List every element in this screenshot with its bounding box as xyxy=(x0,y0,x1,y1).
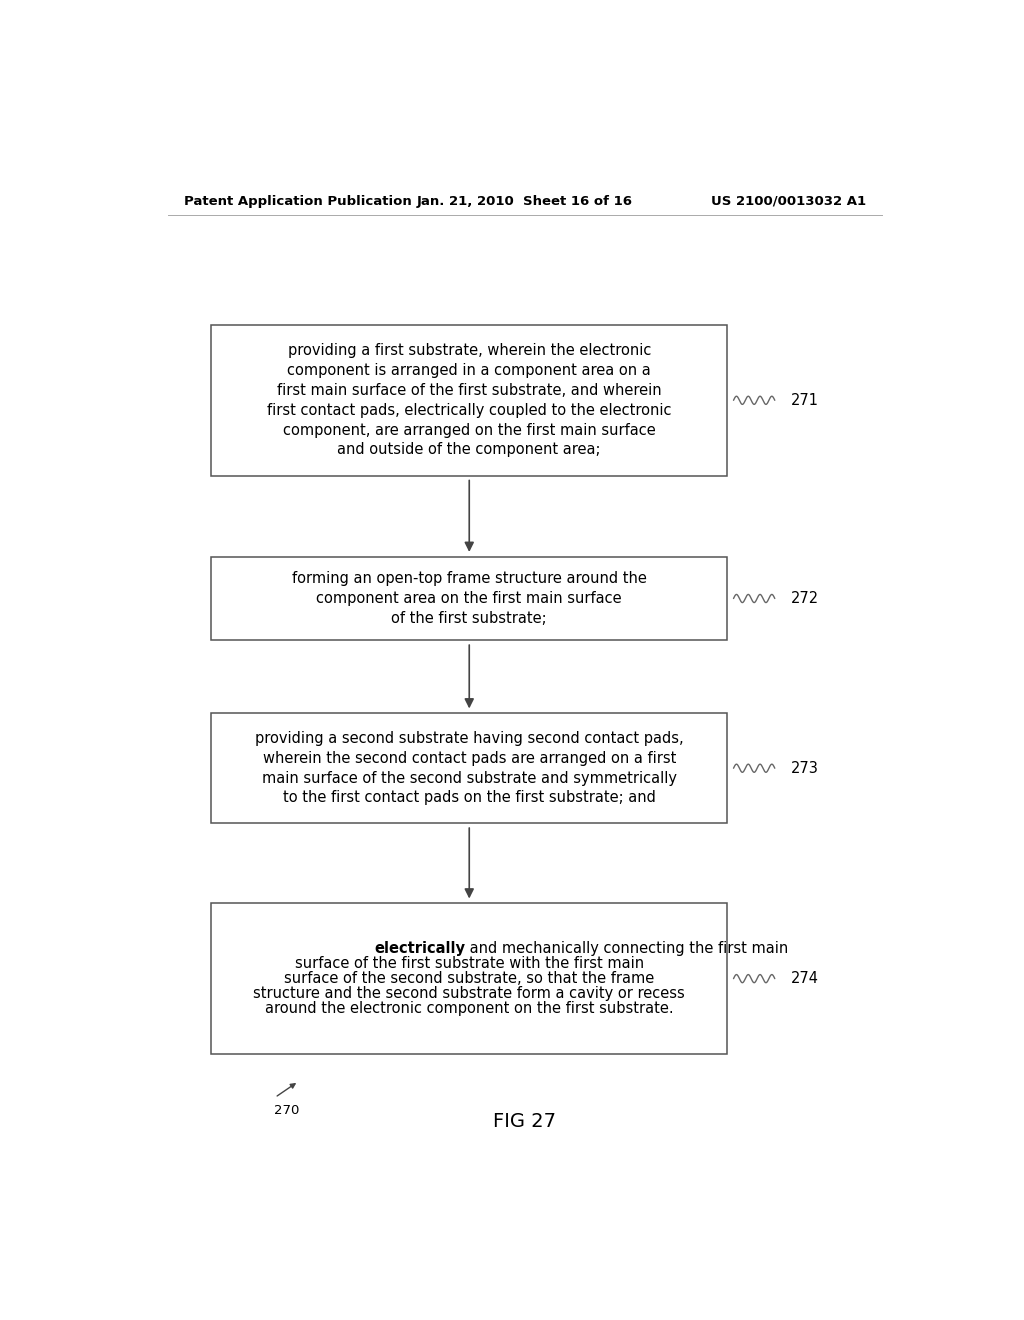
Text: 272: 272 xyxy=(791,591,819,606)
Bar xyxy=(211,557,727,640)
Text: surface of the second substrate, so that the frame: surface of the second substrate, so that… xyxy=(284,972,654,986)
Text: around the electronic component on the first substrate.: around the electronic component on the f… xyxy=(265,1002,674,1016)
Bar xyxy=(211,325,727,475)
Text: Patent Application Publication: Patent Application Publication xyxy=(183,194,412,207)
Text: surface of the first substrate with the first main: surface of the first substrate with the … xyxy=(295,956,644,972)
Text: 274: 274 xyxy=(791,972,818,986)
Text: 270: 270 xyxy=(274,1105,299,1117)
Bar xyxy=(211,903,727,1053)
Text: FIG 27: FIG 27 xyxy=(494,1113,556,1131)
Text: and mechanically connecting the first main: and mechanically connecting the first ma… xyxy=(465,941,788,956)
Text: providing a second substrate having second contact pads,
wherein the second cont: providing a second substrate having seco… xyxy=(255,731,684,805)
Text: structure and the second substrate form a cavity or recess: structure and the second substrate form … xyxy=(253,986,685,1002)
Text: Jan. 21, 2010  Sheet 16 of 16: Jan. 21, 2010 Sheet 16 of 16 xyxy=(417,194,633,207)
Bar xyxy=(211,713,727,824)
Text: 271: 271 xyxy=(791,393,818,408)
Text: US 2100/0013032 A1: US 2100/0013032 A1 xyxy=(711,194,866,207)
Text: providing a first substrate, wherein the electronic
component is arranged in a c: providing a first substrate, wherein the… xyxy=(267,343,672,457)
Text: 273: 273 xyxy=(791,760,818,776)
Text: electrically: electrically xyxy=(375,941,465,956)
Text: forming an open-top frame structure around the
component area on the first main : forming an open-top frame structure arou… xyxy=(292,572,647,626)
